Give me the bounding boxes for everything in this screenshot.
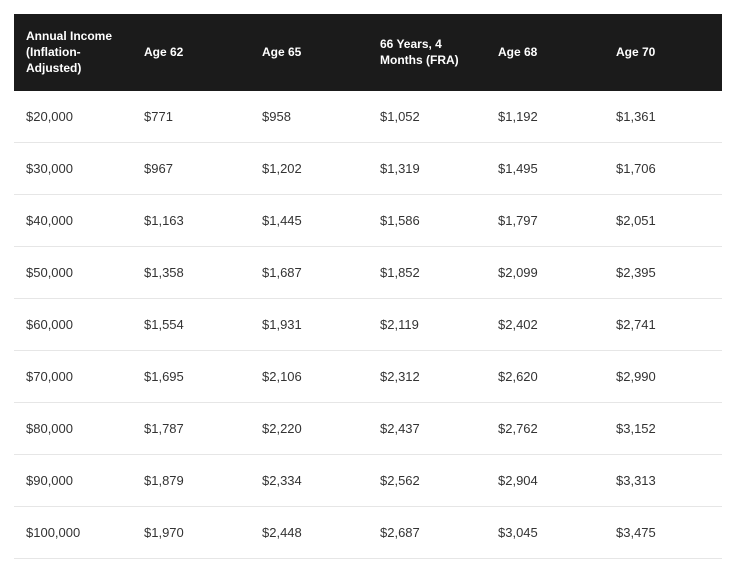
cell-age-65: $1,931 xyxy=(250,298,368,350)
cell-age-70: $2,990 xyxy=(604,350,722,402)
table-header: Annual Income (Inflation-Adjusted) Age 6… xyxy=(14,14,722,91)
cell-income: $80,000 xyxy=(14,402,132,454)
cell-fra: $2,687 xyxy=(368,506,486,558)
cell-fra: $2,437 xyxy=(368,402,486,454)
cell-age-65: $2,334 xyxy=(250,454,368,506)
table-container: Annual Income (Inflation-Adjusted) Age 6… xyxy=(0,0,736,573)
cell-age-68: $2,099 xyxy=(486,246,604,298)
cell-income: $60,000 xyxy=(14,298,132,350)
table-row: $100,000 $1,970 $2,448 $2,687 $3,045 $3,… xyxy=(14,506,722,558)
cell-fra: $1,852 xyxy=(368,246,486,298)
cell-income: $20,000 xyxy=(14,91,132,143)
cell-age-62: $1,787 xyxy=(132,402,250,454)
cell-age-68: $2,402 xyxy=(486,298,604,350)
cell-age-70: $3,313 xyxy=(604,454,722,506)
table-row: $70,000 $1,695 $2,106 $2,312 $2,620 $2,9… xyxy=(14,350,722,402)
table-row: $60,000 $1,554 $1,931 $2,119 $2,402 $2,7… xyxy=(14,298,722,350)
cell-fra: $1,052 xyxy=(368,91,486,143)
cell-age-62: $1,695 xyxy=(132,350,250,402)
cell-age-65: $1,445 xyxy=(250,194,368,246)
cell-income: $90,000 xyxy=(14,454,132,506)
cell-age-62: $771 xyxy=(132,91,250,143)
cell-age-65: $958 xyxy=(250,91,368,143)
cell-age-70: $1,361 xyxy=(604,91,722,143)
col-income: Annual Income (Inflation-Adjusted) xyxy=(14,14,132,91)
cell-fra: $2,119 xyxy=(368,298,486,350)
cell-age-70: $2,395 xyxy=(604,246,722,298)
cell-age-68: $3,045 xyxy=(486,506,604,558)
benefits-table: Annual Income (Inflation-Adjusted) Age 6… xyxy=(14,14,722,559)
cell-age-62: $1,554 xyxy=(132,298,250,350)
header-row: Annual Income (Inflation-Adjusted) Age 6… xyxy=(14,14,722,91)
table-row: $80,000 $1,787 $2,220 $2,437 $2,762 $3,1… xyxy=(14,402,722,454)
cell-age-65: $2,448 xyxy=(250,506,368,558)
cell-age-62: $967 xyxy=(132,142,250,194)
col-age-68: Age 68 xyxy=(486,14,604,91)
col-age-70: Age 70 xyxy=(604,14,722,91)
cell-age-70: $1,706 xyxy=(604,142,722,194)
cell-age-68: $2,904 xyxy=(486,454,604,506)
cell-age-68: $1,797 xyxy=(486,194,604,246)
col-age-65: Age 65 xyxy=(250,14,368,91)
table-row: $50,000 $1,358 $1,687 $1,852 $2,099 $2,3… xyxy=(14,246,722,298)
cell-income: $50,000 xyxy=(14,246,132,298)
cell-age-68: $1,192 xyxy=(486,91,604,143)
cell-age-68: $2,762 xyxy=(486,402,604,454)
cell-income: $40,000 xyxy=(14,194,132,246)
cell-fra: $1,586 xyxy=(368,194,486,246)
cell-age-65: $2,220 xyxy=(250,402,368,454)
cell-fra: $1,319 xyxy=(368,142,486,194)
table-row: $30,000 $967 $1,202 $1,319 $1,495 $1,706 xyxy=(14,142,722,194)
cell-age-65: $2,106 xyxy=(250,350,368,402)
cell-age-68: $2,620 xyxy=(486,350,604,402)
cell-age-70: $2,051 xyxy=(604,194,722,246)
table-body: $20,000 $771 $958 $1,052 $1,192 $1,361 $… xyxy=(14,91,722,559)
cell-age-62: $1,358 xyxy=(132,246,250,298)
cell-age-70: $3,152 xyxy=(604,402,722,454)
cell-age-62: $1,879 xyxy=(132,454,250,506)
cell-age-65: $1,202 xyxy=(250,142,368,194)
cell-age-68: $1,495 xyxy=(486,142,604,194)
table-row: $40,000 $1,163 $1,445 $1,586 $1,797 $2,0… xyxy=(14,194,722,246)
cell-income: $30,000 xyxy=(14,142,132,194)
cell-fra: $2,312 xyxy=(368,350,486,402)
cell-age-70: $3,475 xyxy=(604,506,722,558)
cell-age-62: $1,163 xyxy=(132,194,250,246)
col-age-62: Age 62 xyxy=(132,14,250,91)
cell-income: $100,000 xyxy=(14,506,132,558)
cell-age-65: $1,687 xyxy=(250,246,368,298)
col-fra: 66 Years, 4 Months (FRA) xyxy=(368,14,486,91)
cell-fra: $2,562 xyxy=(368,454,486,506)
cell-income: $70,000 xyxy=(14,350,132,402)
table-row: $90,000 $1,879 $2,334 $2,562 $2,904 $3,3… xyxy=(14,454,722,506)
cell-age-70: $2,741 xyxy=(604,298,722,350)
cell-age-62: $1,970 xyxy=(132,506,250,558)
table-row: $20,000 $771 $958 $1,052 $1,192 $1,361 xyxy=(14,91,722,143)
